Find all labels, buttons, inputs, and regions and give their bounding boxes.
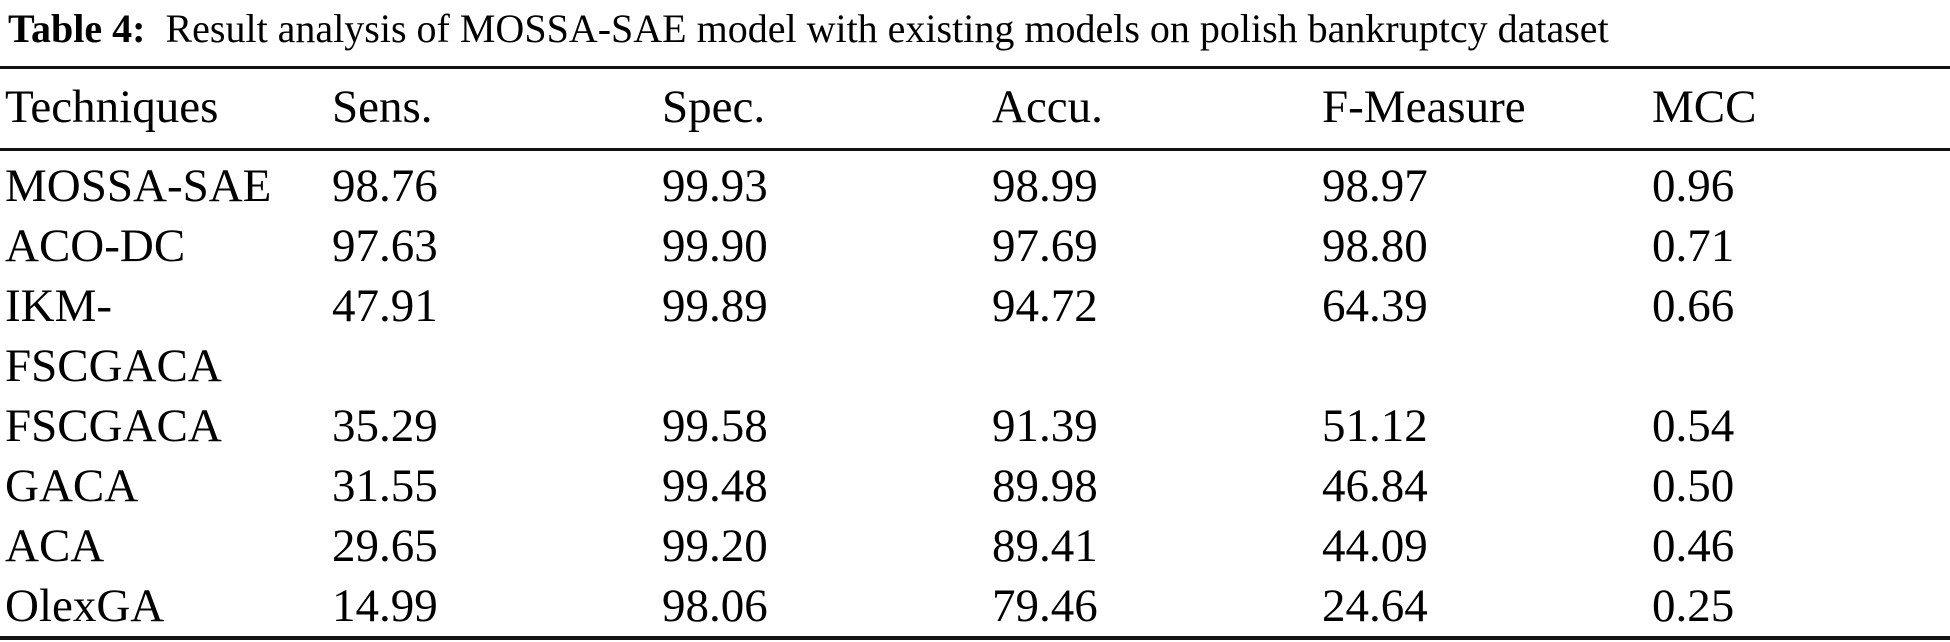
- column-header-accu: Accu.: [992, 67, 1322, 151]
- sens-cell: 14.99: [332, 580, 438, 632]
- spec-cell: 99.48: [662, 460, 768, 512]
- technique-cell: ACO-DC: [5, 220, 186, 272]
- column-header-sens: Sens.: [332, 67, 662, 151]
- table-header-row: Techniques Sens. Spec. Accu. F-Measure M…: [0, 67, 1950, 151]
- table-caption-text: Result analysis of MOSSA-SAE model with …: [165, 6, 1609, 51]
- sens-cell: 35.29: [332, 400, 438, 452]
- mcc-cell: 0.46: [1652, 520, 1735, 572]
- f-measure-cell: 98.80: [1322, 220, 1428, 272]
- spec-cell: 99.58: [662, 400, 768, 452]
- accu-cell: 91.39: [992, 400, 1098, 452]
- mcc-cell: 0.54: [1652, 400, 1735, 452]
- spec-cell: 99.90: [662, 220, 768, 272]
- sens-cell: 29.65: [332, 520, 438, 572]
- results-table: Techniques Sens. Spec. Accu. F-Measure M…: [0, 66, 1950, 640]
- f-measure-cell: 24.64: [1322, 580, 1428, 632]
- sens-cell: 98.76: [332, 160, 438, 212]
- column-header-f-measure: F-Measure: [1322, 67, 1652, 151]
- table-caption-label: Table 4:: [8, 6, 146, 51]
- technique-cell: ACA: [5, 520, 105, 572]
- accu-cell: 94.72: [992, 280, 1098, 332]
- f-measure-cell: 51.12: [1322, 400, 1428, 452]
- sens-cell: 97.63: [332, 220, 438, 272]
- table-row: IKM- FSCGACA 47.91 99.89 94.72 64.39 0.6…: [0, 276, 1950, 396]
- accu-cell: 89.41: [992, 520, 1098, 572]
- table-row: ACA 29.65 99.20 89.41 44.09 0.46: [0, 516, 1950, 576]
- f-measure-cell: 98.97: [1322, 160, 1428, 212]
- column-header-spec: Spec.: [662, 67, 992, 151]
- accu-cell: 98.99: [992, 160, 1098, 212]
- technique-cell: GACA: [5, 460, 139, 512]
- mcc-cell: 0.66: [1652, 280, 1735, 332]
- table-row: OlexGA 14.99 98.06 79.46 24.64 0.25: [0, 576, 1950, 638]
- table-row: ACO-DC 97.63 99.90 97.69 98.80 0.71: [0, 216, 1950, 276]
- f-measure-cell: 46.84: [1322, 460, 1428, 512]
- spec-cell: 99.20: [662, 520, 768, 572]
- mcc-cell: 0.50: [1652, 460, 1735, 512]
- table-row: MOSSA-SAE 98.76 99.93 98.99 98.97 0.96: [0, 150, 1950, 217]
- technique-cell: IKM- FSCGACA: [5, 280, 222, 392]
- table-row: FSCGACA 35.29 99.58 91.39 51.12 0.54: [0, 396, 1950, 456]
- mcc-cell: 0.71: [1652, 220, 1735, 272]
- f-measure-cell: 64.39: [1322, 280, 1428, 332]
- column-header-techniques: Techniques: [0, 67, 332, 151]
- mcc-cell: 0.25: [1652, 580, 1735, 632]
- accu-cell: 79.46: [992, 580, 1098, 632]
- f-measure-cell: 44.09: [1322, 520, 1428, 572]
- table-row: GACA 31.55 99.48 89.98 46.84 0.50: [0, 456, 1950, 516]
- spec-cell: 98.06: [662, 580, 768, 632]
- mcc-cell: 0.96: [1652, 160, 1735, 212]
- accu-cell: 97.69: [992, 220, 1098, 272]
- technique-cell: OlexGA: [5, 580, 165, 632]
- spec-cell: 99.93: [662, 160, 768, 212]
- sens-cell: 47.91: [332, 280, 438, 332]
- table-caption: Table 4: Result analysis of MOSSA-SAE mod…: [0, 0, 1950, 66]
- technique-cell: MOSSA-SAE: [5, 160, 272, 212]
- column-header-mcc: MCC: [1652, 67, 1950, 151]
- technique-cell: FSCGACA: [5, 400, 222, 452]
- spec-cell: 99.89: [662, 280, 768, 332]
- accu-cell: 89.98: [992, 460, 1098, 512]
- sens-cell: 31.55: [332, 460, 438, 512]
